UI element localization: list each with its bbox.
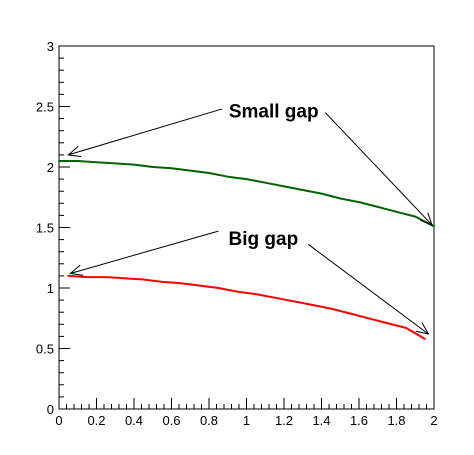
y-tick-label: 3 <box>47 39 54 54</box>
y-tick-label: 0.5 <box>36 342 54 357</box>
annotation-arrow-head <box>67 146 82 158</box>
x-tick-label: 0.2 <box>87 413 105 428</box>
plot-frame <box>58 45 435 410</box>
x-tick-label: 2 <box>430 413 437 428</box>
annotation-label: Small gap <box>229 102 319 123</box>
x-tick-label: 0.8 <box>200 413 218 428</box>
annotation-label: Big gap <box>229 229 299 250</box>
data-series <box>58 160 435 340</box>
x-tick-label: 0.4 <box>125 413 143 428</box>
x-tick-label: 1 <box>243 413 250 428</box>
series-line-2 <box>67 274 426 340</box>
x-tick-label: 1.4 <box>312 413 330 428</box>
annotation-arrow-shaft <box>324 112 433 226</box>
annotation-arrow-head <box>415 322 430 335</box>
annotations: Small gap Big gap <box>67 102 433 335</box>
x-tick-label: 0.6 <box>162 413 180 428</box>
axis-ticks <box>58 45 435 410</box>
y-tick-label: 2.5 <box>36 100 54 115</box>
tick-labels: 0 0.2 0.4 0.6 0.8 1 1.2 1.4 1.6 1.8 2 0 0.5 1 1.5 2 2.5 3 <box>36 39 438 428</box>
x-tick-label: 0 <box>55 413 62 428</box>
series-line-1 <box>58 160 435 228</box>
annotation-arrow-shaft <box>70 230 219 274</box>
annotation-arrow-shaft <box>308 244 429 335</box>
x-tick-label: 1.2 <box>275 413 293 428</box>
annotation-arrow-head <box>419 212 433 226</box>
y-tick-label: 1 <box>47 281 54 296</box>
x-tick-label: 1.8 <box>387 413 405 428</box>
y-tick-label: 0 <box>47 402 54 417</box>
annotation-arrow-shaft <box>68 108 223 156</box>
y-tick-label: 2 <box>47 160 54 175</box>
y-tick-label: 1.5 <box>36 221 54 236</box>
annotation-arrow-head <box>69 264 84 276</box>
x-tick-label: 1.6 <box>350 413 368 428</box>
